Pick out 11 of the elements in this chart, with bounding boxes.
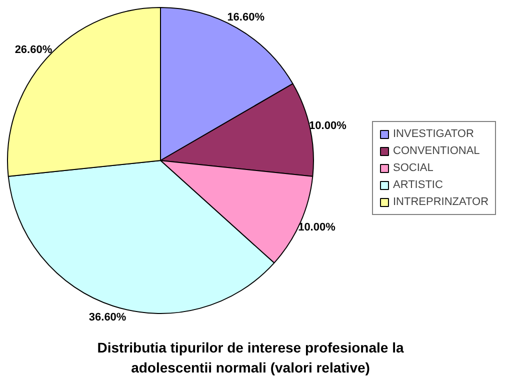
legend-label: CONVENTIONAL (393, 145, 480, 157)
data-label: 10.00% (309, 120, 347, 132)
data-label: 36.60% (88, 311, 126, 324)
data-label: 16.60% (227, 12, 265, 24)
data-label: 10.00% (298, 222, 336, 234)
text: Distributia tipurilor de interese profesionale la adolescentii normali (valori relative) (97, 340, 404, 376)
legend-label: ARTISTIC (393, 179, 443, 191)
legend-label: SOCIAL (393, 162, 434, 174)
legend-label: INVESTIGATOR (393, 128, 474, 140)
data-label: 26.60% (14, 44, 52, 56)
legend-label: INTREPRINZATOR (393, 196, 489, 208)
